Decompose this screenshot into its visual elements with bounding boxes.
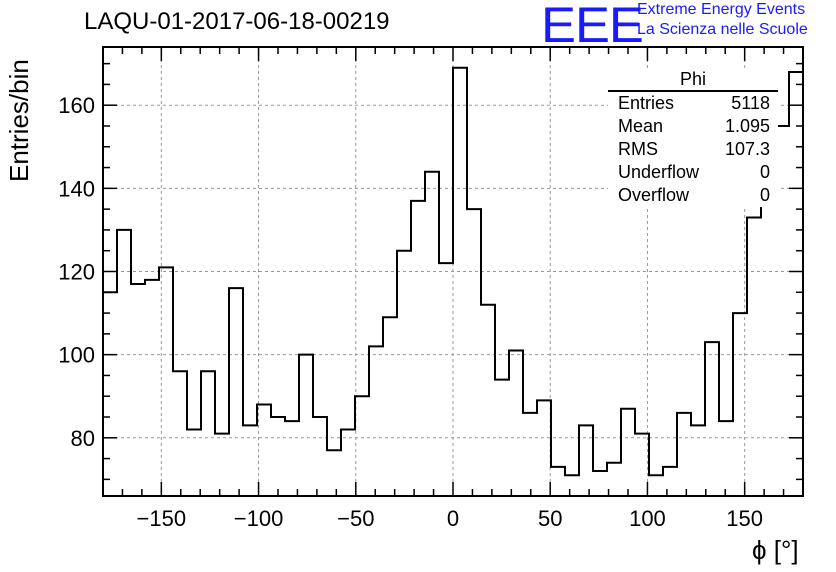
- histogram-bin: [537, 400, 551, 496]
- histogram-bin: [411, 201, 425, 496]
- y-tick-label: 160: [58, 93, 95, 118]
- stats-row-mean: Mean 1.095: [608, 115, 778, 138]
- histogram-bin: [327, 450, 341, 496]
- stats-row-entries: Entries 5118: [608, 92, 778, 115]
- histogram-bin: [173, 371, 187, 496]
- y-tick-label: 80: [71, 426, 95, 451]
- histogram-bin: [663, 467, 677, 496]
- x-tick-label: −150: [137, 506, 187, 531]
- histogram-bin: [187, 429, 201, 496]
- histogram-bin: [509, 350, 523, 496]
- stats-value: 1.095: [724, 116, 770, 136]
- histogram-bin: [201, 371, 215, 496]
- histogram-bin: [229, 288, 243, 496]
- histogram-bin: [383, 317, 397, 496]
- histogram-bin: [243, 425, 257, 496]
- histogram-bin: [607, 463, 621, 496]
- histogram-bin: [733, 313, 747, 496]
- stats-value: 0: [759, 162, 770, 182]
- histogram-bin: [215, 434, 229, 496]
- histogram-bin: [117, 230, 131, 496]
- x-tick-label: −100: [234, 506, 284, 531]
- histogram-bin: [551, 467, 565, 496]
- y-tick-label: 140: [58, 176, 95, 201]
- x-tick-label: 50: [538, 506, 562, 531]
- histogram-bin: [579, 425, 593, 496]
- histogram-bin: [789, 72, 803, 496]
- histogram-bin: [719, 421, 733, 496]
- histogram-bin: [565, 475, 579, 496]
- histogram-bin: [397, 251, 411, 496]
- stats-label: Entries: [618, 93, 675, 113]
- histogram-bin: [747, 217, 761, 496]
- histogram-bin: [285, 421, 299, 496]
- histogram-bin: [621, 409, 635, 496]
- histogram-bin: [523, 413, 537, 496]
- chart-title: LAQU-01-2017-06-18-00219: [84, 8, 390, 35]
- histogram-bin: [453, 68, 467, 496]
- histogram-bin: [145, 280, 159, 496]
- stats-box: Phi Entries 5118 Mean 1.095 RMS 107.3 Un…: [608, 68, 778, 207]
- histogram-bin: [705, 342, 719, 496]
- eee-logo: EEE: [541, 0, 644, 53]
- histogram-bin: [439, 263, 453, 496]
- x-tick-label: 150: [726, 506, 763, 531]
- logo-line-1: Extreme Energy Events: [637, 1, 806, 18]
- stats-row-underflow: Underflow 0: [608, 161, 778, 184]
- stats-label: RMS: [618, 139, 658, 159]
- y-tick-label: 100: [58, 343, 95, 368]
- y-axis-label: Entries/bin: [4, 59, 34, 182]
- histogram-bin: [369, 346, 383, 496]
- x-tick-label: 100: [629, 506, 666, 531]
- y-tick-label: 120: [58, 260, 95, 285]
- histogram-bin: [761, 188, 775, 496]
- histogram-bin: [593, 471, 607, 496]
- x-tick-label: 0: [447, 506, 459, 531]
- histogram-bin: [271, 417, 285, 496]
- histogram-bin: [481, 305, 495, 496]
- stats-value: 0: [759, 185, 770, 205]
- histogram-line: [103, 66, 803, 477]
- histogram-bin: [691, 425, 705, 496]
- histogram-bin: [635, 434, 649, 496]
- histogram-bin: [467, 209, 481, 496]
- stats-row-rms: RMS 107.3: [608, 138, 778, 161]
- histogram-bin: [425, 172, 439, 496]
- histogram-bin: [313, 417, 327, 496]
- histogram-bin: [159, 267, 173, 496]
- histogram-bin: [257, 405, 271, 496]
- logo-line-2: La Scienza nelle Scuole: [637, 21, 808, 38]
- histogram-bin: [649, 475, 663, 496]
- histogram-bin: [677, 413, 691, 496]
- x-axis-label: ϕ [°]: [752, 535, 799, 565]
- stats-label: Mean: [618, 116, 664, 136]
- x-tick-label: −50: [337, 506, 374, 531]
- histogram-bin: [103, 292, 117, 496]
- stats-value: 5118: [731, 93, 770, 113]
- histogram-bin: [299, 355, 313, 496]
- histogram-bin: [131, 284, 145, 496]
- histogram-bin: [355, 396, 369, 496]
- plot-frame: [102, 46, 804, 497]
- stats-row-overflow: Overflow 0: [608, 184, 778, 207]
- stats-title: Phi: [608, 68, 778, 92]
- histogram-bin: [341, 429, 355, 496]
- stats-label: Overflow: [618, 185, 690, 205]
- histogram-bin: [495, 380, 509, 496]
- stats-label: Underflow: [618, 162, 700, 182]
- stats-value: 107.3: [724, 139, 770, 159]
